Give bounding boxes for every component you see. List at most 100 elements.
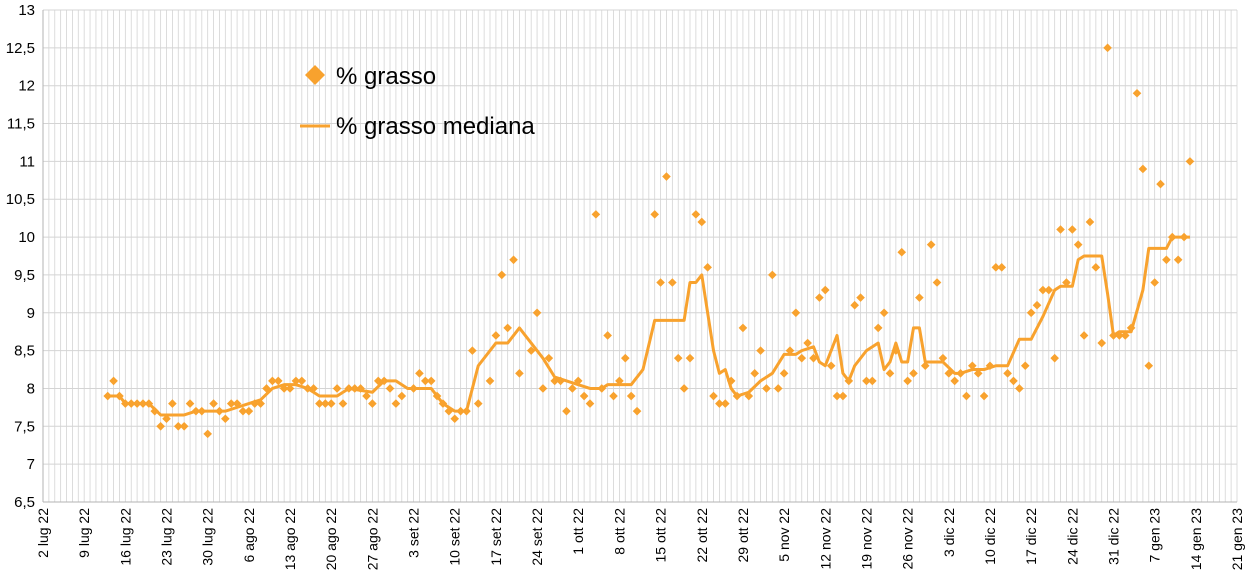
data-point	[368, 399, 377, 408]
data-point	[1062, 278, 1071, 287]
data-point	[209, 399, 218, 408]
data-point	[703, 263, 712, 272]
data-point	[750, 369, 759, 378]
data-point	[1085, 217, 1095, 227]
data-point	[732, 391, 742, 401]
data-point	[797, 353, 807, 363]
y-tick-label: 8	[27, 380, 35, 397]
data-point	[968, 361, 977, 371]
data-point	[1032, 300, 1042, 310]
data-point	[709, 391, 718, 401]
data-point	[585, 399, 595, 408]
data-point	[691, 210, 701, 219]
data-point	[544, 353, 554, 363]
data-point	[985, 361, 995, 371]
data-point	[568, 384, 577, 393]
data-point	[873, 323, 883, 333]
x-tick-label: 1 ott 22	[570, 508, 586, 555]
data-point	[650, 210, 659, 219]
data-point	[1173, 255, 1183, 265]
data-point	[726, 376, 736, 386]
data-point	[1179, 232, 1189, 242]
y-tick-label: 12	[18, 78, 35, 95]
x-tick-label: 24 set 22	[529, 508, 545, 566]
data-point	[1097, 338, 1107, 348]
data-point	[385, 384, 395, 393]
data-point	[791, 308, 801, 318]
data-point	[1091, 263, 1101, 272]
data-point	[1168, 232, 1177, 242]
data-point	[573, 376, 583, 386]
data-point	[656, 278, 665, 287]
data-point	[626, 391, 636, 401]
data-point	[762, 384, 771, 393]
data-point	[844, 376, 854, 386]
data-point	[662, 172, 671, 181]
data-point	[1115, 331, 1124, 340]
x-tick-label: 24 dic 22	[1064, 508, 1080, 565]
x-tick-label: 10 set 22	[447, 508, 463, 566]
data-point	[109, 376, 118, 386]
data-point	[173, 422, 183, 431]
y-tick-label: 10,5	[6, 191, 35, 208]
x-tick-label: 30 lug 22	[200, 508, 216, 566]
data-point	[262, 384, 271, 393]
x-tick-label: 15 ott 22	[653, 508, 669, 563]
data-point	[326, 399, 336, 408]
data-point	[738, 323, 748, 333]
data-point	[1038, 285, 1048, 295]
data-point	[226, 399, 236, 408]
y-tick-label: 9,5	[14, 267, 35, 284]
data-point	[856, 293, 865, 302]
data-point	[632, 406, 642, 416]
data-point	[903, 376, 912, 386]
data-point	[468, 346, 477, 355]
data-point	[991, 263, 1001, 272]
data-point	[532, 308, 542, 318]
legend-label-grasso-mediana: % grasso mediana	[336, 113, 535, 140]
data-point	[615, 376, 624, 386]
data-point	[1138, 164, 1148, 174]
data-point	[303, 384, 312, 393]
data-point	[232, 399, 242, 408]
data-point	[868, 376, 877, 386]
data-point	[456, 406, 465, 416]
y-tick-label: 11	[19, 153, 35, 170]
data-point	[673, 353, 683, 363]
data-point	[397, 391, 407, 401]
data-point	[897, 247, 907, 257]
x-tick-label: 20 ago 22	[323, 508, 339, 570]
data-point	[1015, 384, 1024, 393]
data-point	[785, 346, 795, 355]
x-tick-label: 3 dic 22	[941, 508, 957, 557]
data-point	[962, 391, 971, 401]
data-point	[350, 384, 360, 393]
data-point	[1103, 43, 1112, 53]
y-tick-label: 7,5	[14, 418, 35, 435]
data-point	[1073, 240, 1083, 249]
data-point	[920, 361, 930, 371]
data-point	[338, 399, 348, 408]
data-point	[744, 391, 754, 401]
data-point	[185, 399, 195, 408]
x-tick-label: 6 ago 22	[241, 508, 257, 563]
y-tick-label: 13	[18, 2, 35, 19]
x-tick-label: 19 nov 22	[858, 508, 874, 570]
data-point	[720, 399, 730, 408]
data-point	[356, 384, 365, 393]
data-point	[121, 399, 130, 408]
data-point	[485, 376, 495, 386]
data-point	[597, 384, 607, 393]
y-tick-label: 8,5	[14, 343, 35, 360]
data-point	[997, 263, 1007, 272]
data-point	[1020, 361, 1030, 371]
data-point	[879, 308, 889, 318]
data-point	[1056, 225, 1065, 234]
data-point	[1026, 308, 1036, 318]
data-point	[344, 384, 354, 393]
series-points-layer	[103, 43, 1195, 439]
data-point	[509, 255, 518, 265]
data-point	[273, 376, 283, 386]
x-tick-label: 3 set 22	[406, 508, 422, 558]
data-point	[715, 399, 724, 408]
